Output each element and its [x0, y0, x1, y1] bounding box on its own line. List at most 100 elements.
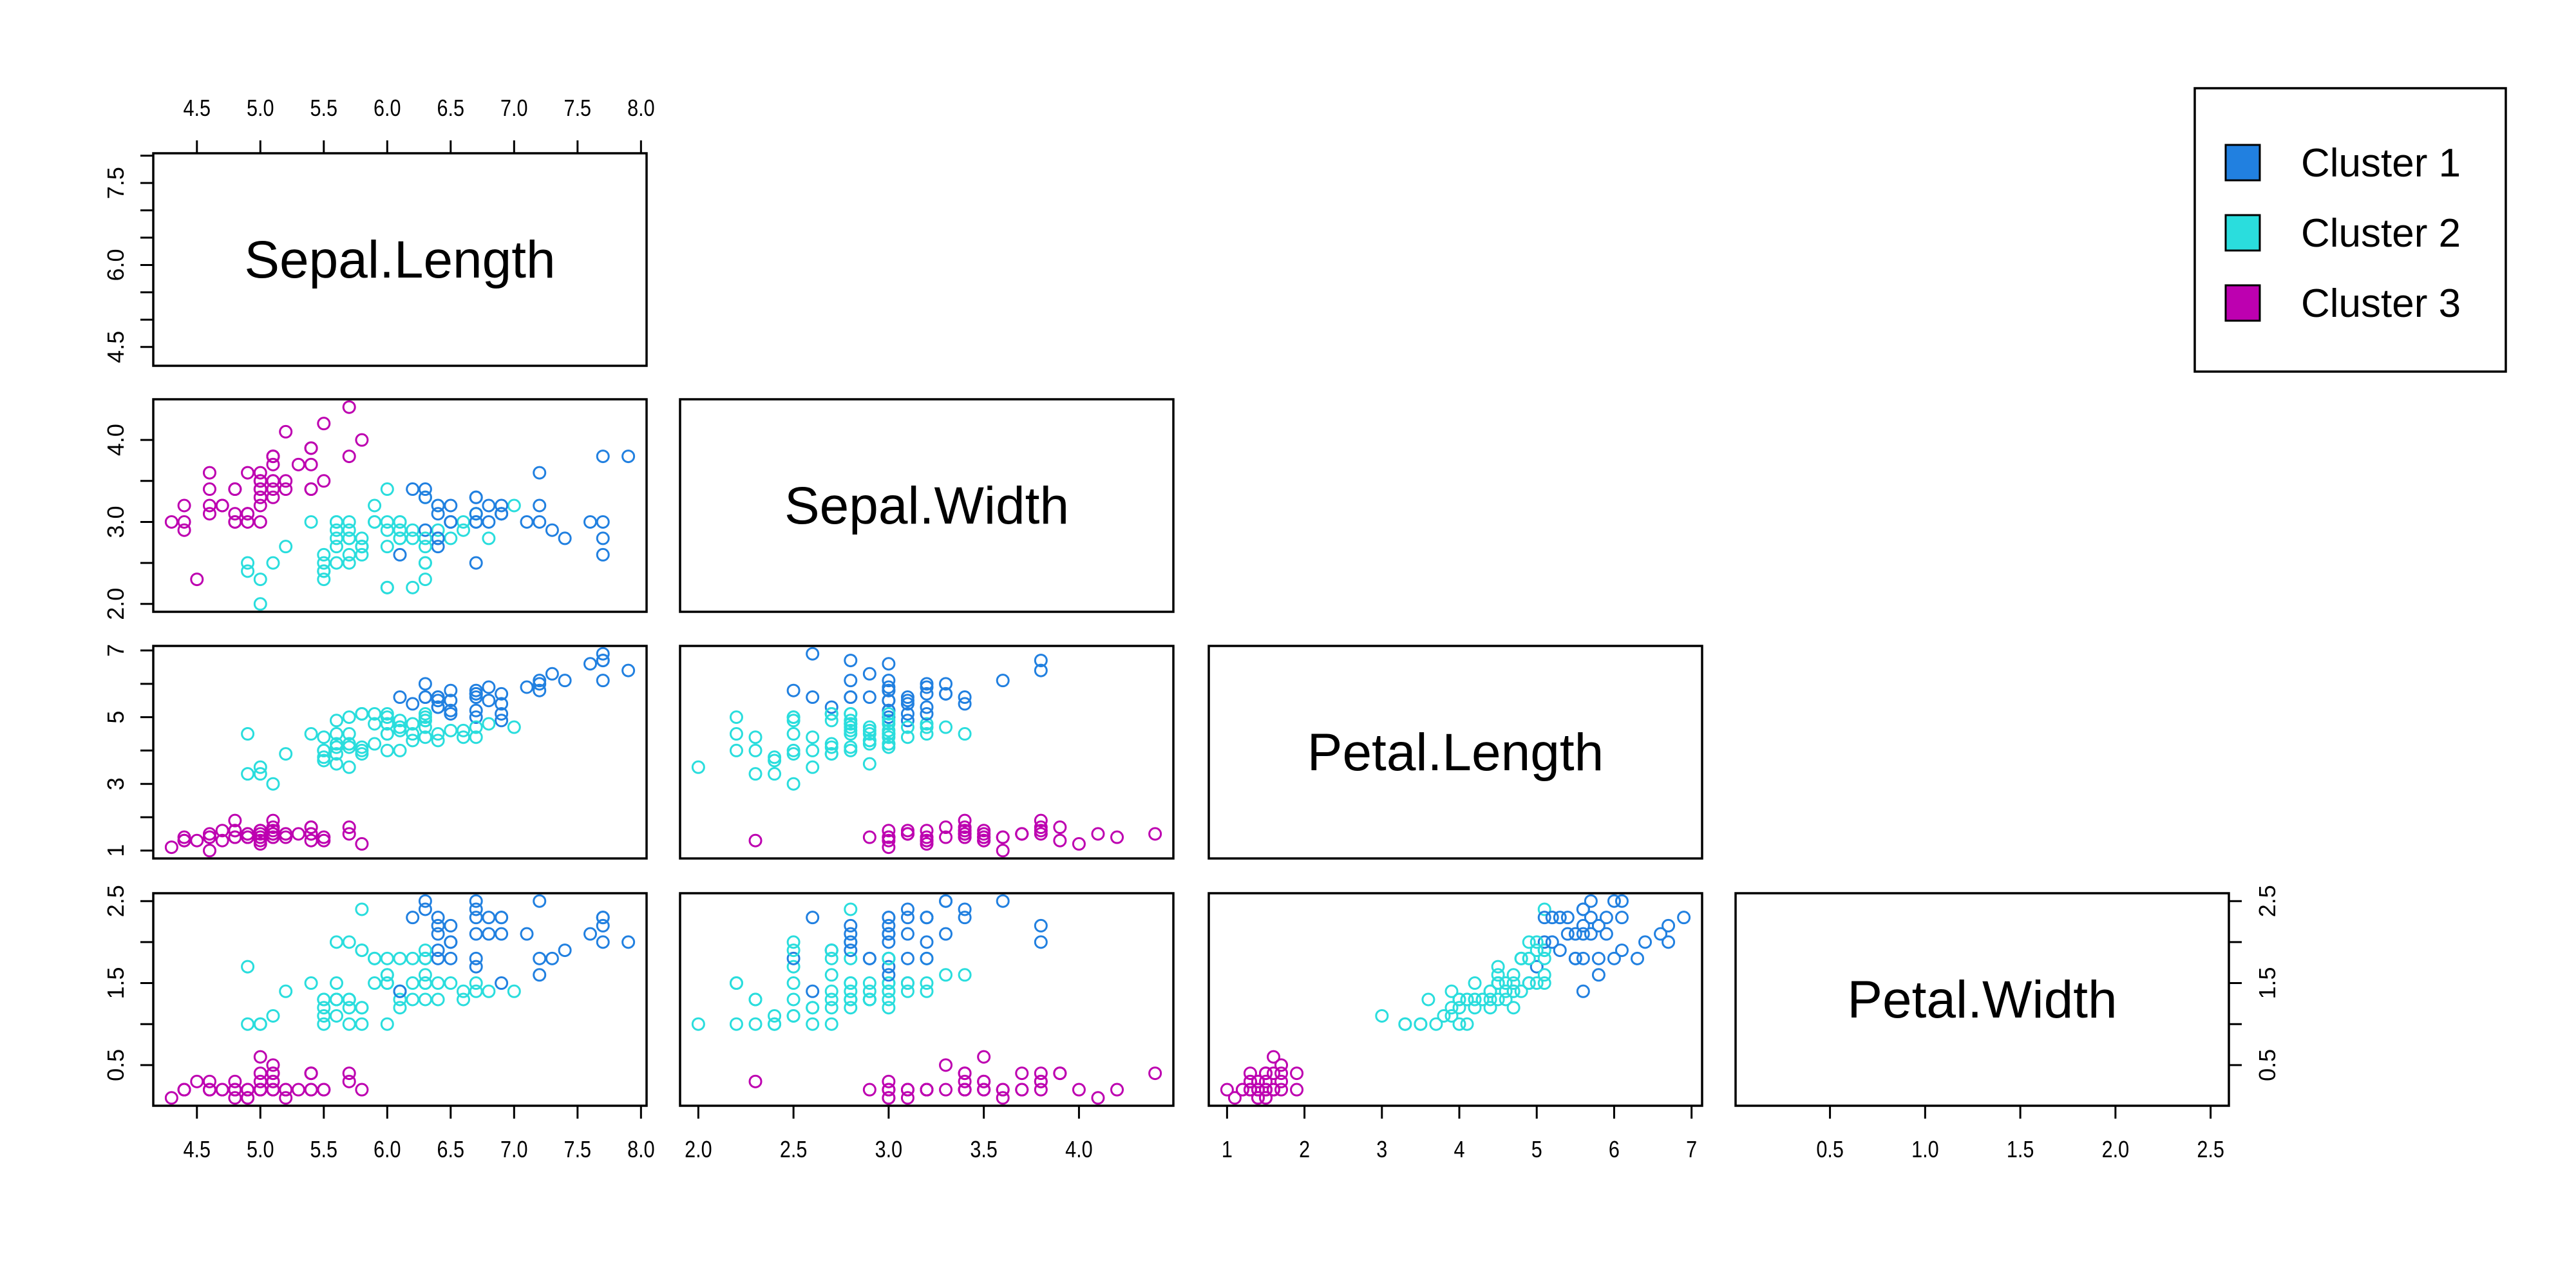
data-point-cluster-2 — [317, 1017, 331, 1031]
data-point-cluster-2 — [824, 984, 838, 998]
data-point-cluster-1 — [1545, 911, 1559, 925]
data-point-cluster-1 — [900, 706, 914, 721]
data-point-cluster-3 — [266, 474, 280, 488]
data-point-cluster-3 — [900, 1091, 914, 1105]
data-point-cluster-3 — [228, 507, 242, 521]
data-point-cluster-2 — [1537, 902, 1551, 916]
data-point-cluster-2 — [241, 1017, 255, 1031]
tick-label: 1.5 — [102, 967, 129, 999]
data-point-cluster-2 — [1483, 984, 1497, 998]
data-point-cluster-3 — [1110, 1083, 1124, 1097]
data-point-cluster-2 — [862, 734, 876, 748]
data-point-cluster-1 — [482, 927, 496, 941]
data-point-cluster-3 — [1072, 1083, 1086, 1097]
data-point-cluster-1 — [495, 498, 509, 513]
data-point-cluster-1 — [900, 697, 914, 711]
data-point-cluster-3 — [253, 1083, 267, 1097]
data-point-cluster-1 — [431, 540, 445, 554]
data-point-cluster-1 — [1584, 911, 1598, 925]
tick-label: 7 — [1686, 1137, 1697, 1163]
legend-item-cluster-3: Cluster 3 — [2224, 281, 2461, 326]
data-point-cluster-1 — [1591, 968, 1605, 982]
data-point-cluster-1 — [558, 531, 572, 545]
data-point-cluster-1 — [920, 911, 934, 925]
data-point-cluster-2 — [1491, 992, 1505, 1007]
legend-label: Cluster 1 — [2301, 141, 2461, 185]
data-point-cluster-3 — [228, 482, 242, 497]
scatter-panel-Sepal.Width-vs-Petal.Length — [679, 645, 1175, 860]
data-point-cluster-2 — [1483, 1001, 1497, 1015]
data-point-cluster-1 — [1553, 943, 1567, 958]
data-point-cluster-2 — [900, 730, 914, 744]
data-point-cluster-1 — [900, 690, 914, 705]
data-point-cluster-3 — [958, 1074, 972, 1088]
data-point-cluster-2 — [482, 717, 496, 731]
data-point-cluster-2 — [882, 992, 896, 1007]
data-point-cluster-1 — [583, 657, 598, 671]
data-point-cluster-2 — [355, 540, 369, 554]
data-point-cluster-1 — [469, 911, 483, 925]
data-point-cluster-1 — [469, 902, 483, 916]
data-point-cluster-1 — [882, 960, 896, 974]
data-point-cluster-1 — [1615, 894, 1629, 908]
data-point-cluster-3 — [996, 1083, 1010, 1097]
data-point-cluster-3 — [266, 457, 280, 471]
data-point-cluster-3 — [164, 515, 178, 529]
data-point-cluster-2 — [768, 1017, 782, 1031]
legend: Cluster 1 Cluster 2 Cluster 3 — [2193, 87, 2507, 373]
data-point-cluster-1 — [1576, 951, 1590, 965]
data-point-cluster-2 — [380, 540, 394, 554]
data-point-cluster-3 — [1015, 1066, 1029, 1081]
data-point-cluster-1 — [583, 927, 598, 941]
data-point-cluster-2 — [380, 710, 394, 724]
data-point-cluster-2 — [368, 515, 382, 529]
tick-label: 8.0 — [627, 1137, 655, 1163]
data-point-cluster-1 — [844, 927, 858, 941]
data-point-cluster-2 — [844, 984, 858, 998]
data-point-cluster-2 — [900, 976, 914, 990]
data-point-cluster-2 — [393, 723, 407, 737]
data-point-cluster-3 — [342, 1074, 356, 1088]
data-point-cluster-2 — [342, 760, 356, 774]
data-point-cluster-3 — [228, 813, 242, 828]
data-point-cluster-3 — [1258, 1083, 1273, 1097]
variable-label: Petal.Length — [1307, 723, 1604, 782]
data-point-cluster-1 — [920, 680, 934, 694]
data-point-cluster-2 — [786, 777, 800, 791]
data-point-cluster-2 — [1522, 976, 1536, 990]
data-point-cluster-3 — [202, 466, 216, 480]
data-point-cluster-2 — [1475, 992, 1490, 1007]
data-point-cluster-2 — [279, 747, 293, 761]
data-point-cluster-3 — [253, 498, 267, 513]
data-point-cluster-3 — [1290, 1066, 1304, 1081]
data-point-cluster-2 — [418, 531, 432, 545]
data-point-cluster-3 — [977, 824, 991, 838]
data-point-cluster-1 — [1560, 911, 1575, 925]
tick-label: 0.5 — [102, 1049, 129, 1081]
data-point-cluster-1 — [1584, 894, 1598, 908]
data-point-cluster-1 — [786, 683, 800, 697]
data-point-cluster-2 — [786, 960, 800, 974]
tick-label: 4.0 — [1065, 1137, 1093, 1163]
data-point-cluster-2 — [355, 531, 369, 545]
data-point-cluster-2 — [317, 547, 331, 562]
data-point-cluster-2 — [418, 951, 432, 965]
tick-label: 4.5 — [184, 1137, 211, 1163]
data-point-cluster-2 — [431, 523, 445, 537]
data-point-cluster-3 — [304, 820, 318, 835]
data-point-cluster-3 — [977, 1050, 991, 1064]
data-point-cluster-3 — [304, 457, 318, 471]
data-point-cluster-1 — [900, 927, 914, 941]
data-point-cluster-3 — [1034, 813, 1048, 828]
data-point-cluster-3 — [253, 466, 267, 480]
data-point-cluster-2 — [342, 556, 356, 570]
data-point-cluster-1 — [882, 694, 896, 708]
panel-frame — [1208, 892, 1703, 1107]
data-point-cluster-1 — [418, 902, 432, 916]
data-point-cluster-3 — [279, 827, 293, 841]
data-point-cluster-3 — [1227, 1091, 1242, 1105]
data-point-cluster-3 — [279, 1083, 293, 1097]
data-point-cluster-3 — [939, 1083, 953, 1097]
data-point-cluster-1 — [444, 951, 458, 965]
data-point-cluster-1 — [806, 690, 820, 705]
